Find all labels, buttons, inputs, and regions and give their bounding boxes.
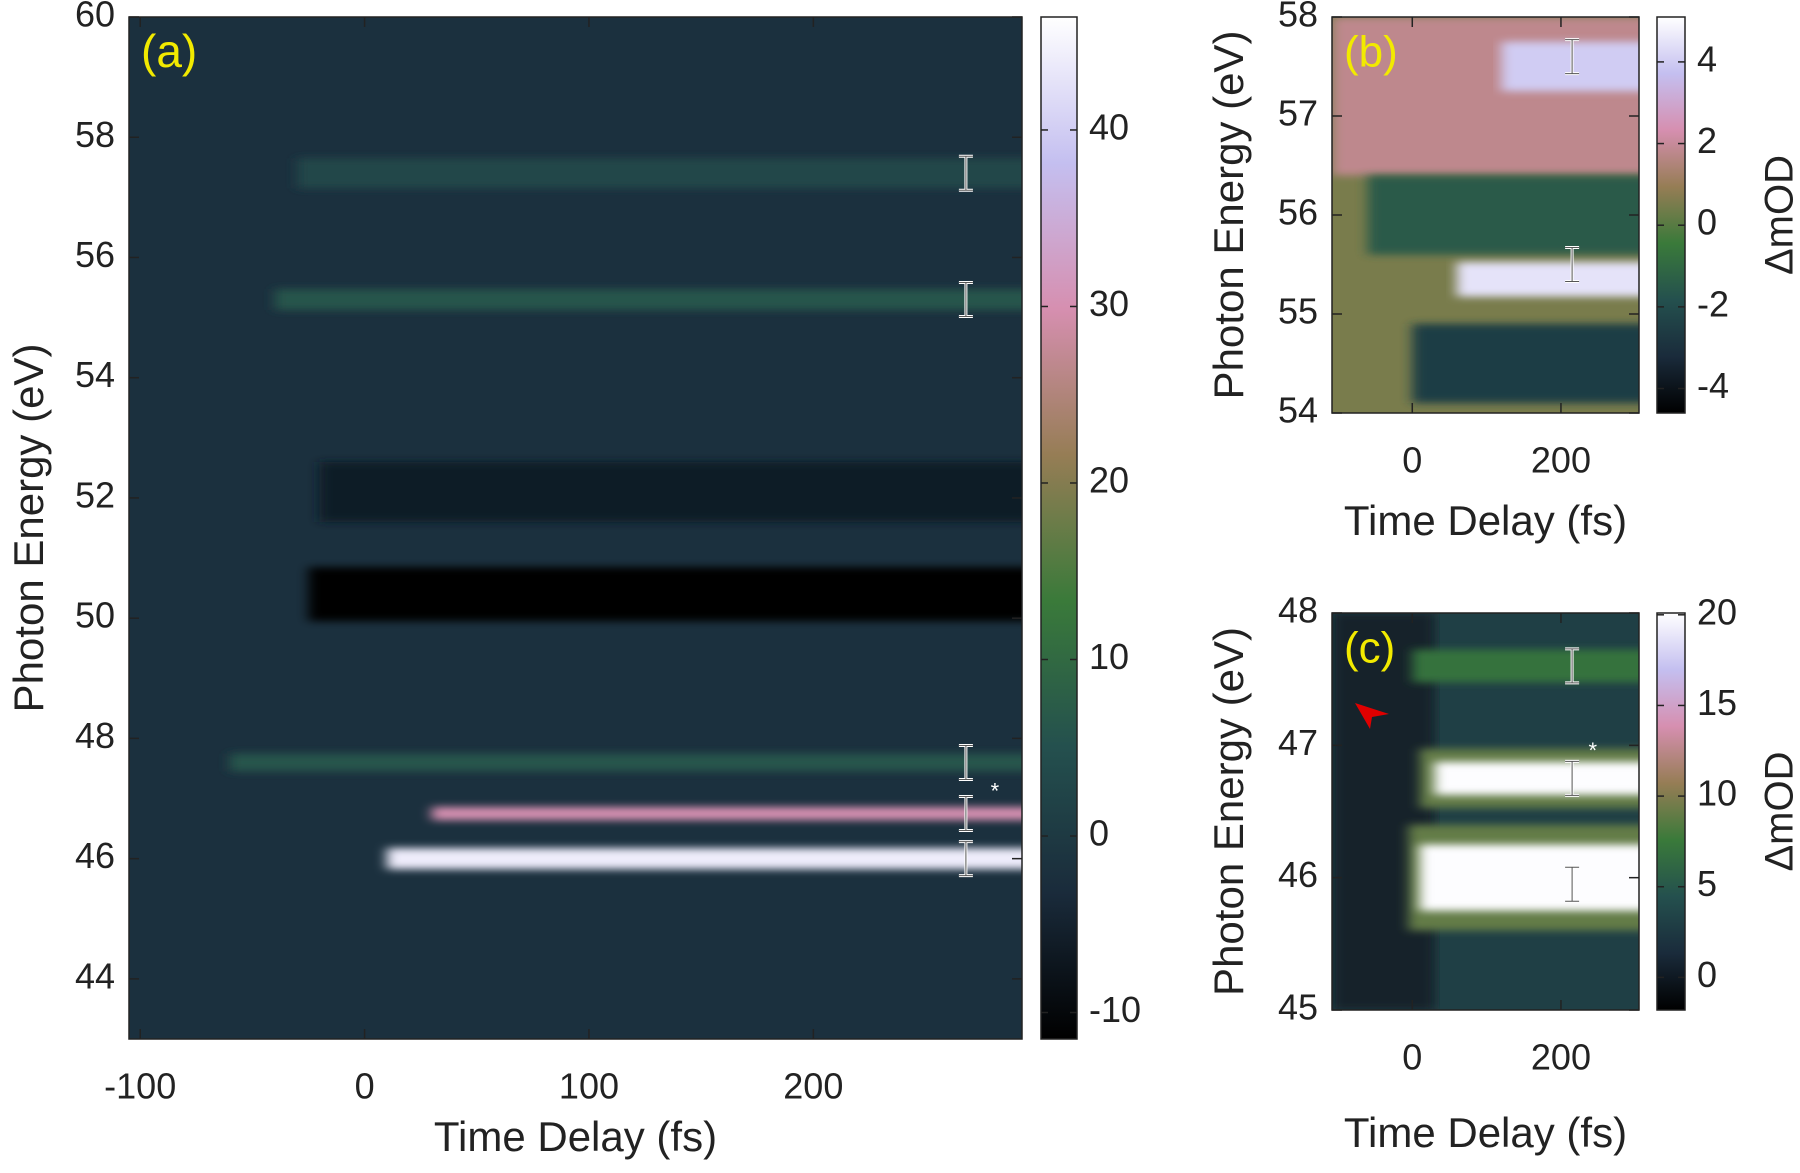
plot-frame [128,16,1023,1040]
colorbar-tick-label: 10 [1697,773,1737,814]
colorbar [1656,16,1686,414]
colorbar-tick-label: -10 [1089,989,1141,1030]
band [229,753,1022,772]
y-tick-label: 48 [1278,590,1318,631]
colorbar-label: ΔmOD [1758,751,1800,871]
y-tick-label: 57 [1278,93,1318,134]
y-tick-label: 55 [1278,291,1318,332]
band [1419,844,1639,911]
x-tick-label: 0 [1402,440,1422,481]
x-axis-label: Time Delay (fs) [1344,497,1627,544]
annotation: * [991,778,1000,803]
band [274,289,1022,311]
marker-outline [958,744,973,780]
y-tick-label: 46 [75,835,115,876]
y-tick-label: 56 [1278,192,1318,233]
y-tick-label: 60 [75,0,115,35]
y-tick-label: 56 [75,234,115,275]
x-axis-label: Time Delay (fs) [1344,1109,1627,1156]
colorbar-tick-label: 0 [1089,813,1109,854]
y-tick-label: 47 [1278,722,1318,763]
y-tick-label: 50 [75,595,115,636]
band [1456,262,1639,297]
band [1412,649,1639,683]
marker-outline [1565,760,1580,796]
x-tick-label: 0 [1402,1037,1422,1078]
marker-outline [958,155,973,191]
colorbar-tick-label: 15 [1697,682,1737,723]
y-tick-label: 54 [75,354,115,395]
marker-outline [1565,866,1580,902]
x-tick-label: 0 [355,1066,375,1107]
marker-outline [958,282,973,318]
x-tick-label: 200 [783,1066,843,1107]
y-tick-label: 58 [1278,0,1318,35]
colorbar-tick-label: 20 [1697,591,1737,632]
colorbar-tick-label: 2 [1697,120,1717,161]
band [319,461,1022,522]
colorbar-tick-label: 10 [1089,636,1129,677]
marker-outline [958,796,973,832]
colorbar-tick-label: 4 [1697,38,1717,79]
panel-label: (c) [1344,624,1395,673]
colorbar-tick-label: 30 [1089,283,1129,324]
colorbar-tick-label: 5 [1697,863,1717,904]
colorbar-label: ΔmOD [1758,155,1800,275]
plot-area [1332,613,1639,1010]
band [431,806,1022,821]
colorbar-tick-label: 20 [1089,460,1129,501]
band [308,567,1022,622]
y-tick-label: 44 [75,955,115,996]
band [1367,175,1639,255]
y-tick-label: 46 [1278,854,1318,895]
y-tick-label: 45 [1278,987,1318,1028]
y-tick-label: 54 [1278,390,1318,431]
y-tick-label: 58 [75,114,115,155]
colorbar-tick-label: 0 [1697,954,1717,995]
x-tick-label: -100 [104,1066,176,1107]
band [1412,323,1639,404]
red-arrow [1355,703,1389,729]
x-axis-label: Time Delay (fs) [434,1113,717,1160]
x-tick-label: 100 [559,1066,619,1107]
plot-frame [1331,612,1640,1011]
y-axis-label: Photon Energy (eV) [1205,31,1252,400]
marker-outline [1565,39,1580,75]
band [297,158,1022,189]
y-axis-label: Photon Energy (eV) [5,344,52,713]
plot-area [129,17,1022,1039]
x-tick-label: 200 [1531,440,1591,481]
y-axis-label: Photon Energy (eV) [1205,627,1252,996]
panel-label: (b) [1344,28,1398,77]
marker-outline [1565,247,1580,282]
band [1501,41,1639,92]
x-tick-label: 200 [1531,1037,1591,1078]
panel-label: (a) [141,25,197,77]
colorbar-tick-label: 0 [1697,202,1717,243]
colorbar-tick-label: -2 [1697,283,1729,324]
y-tick-label: 52 [75,474,115,515]
y-tick-label: 48 [75,715,115,756]
colorbar [1656,612,1686,1011]
plot-area [1332,17,1639,413]
annotation: * [1588,738,1597,763]
band [1434,761,1639,795]
marker-outline [1565,648,1580,684]
marker-outline [958,841,973,877]
colorbar-tick-label: 40 [1089,106,1129,147]
colorbar [1040,16,1078,1040]
colorbar-tick-label: -4 [1697,365,1729,406]
band [387,848,1022,870]
